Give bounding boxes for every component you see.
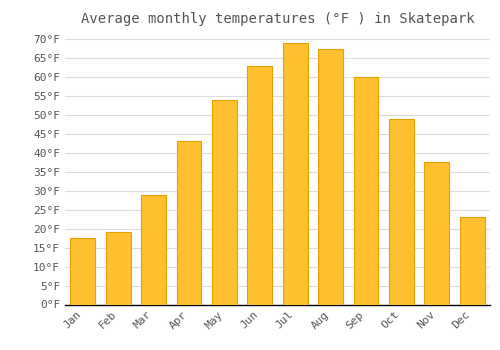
Bar xyxy=(70,238,95,304)
Title: Average monthly temperatures (°F ) in Skatepark: Average monthly temperatures (°F ) in Sk… xyxy=(80,12,474,26)
Bar xyxy=(248,66,272,304)
Bar xyxy=(141,195,166,304)
Bar xyxy=(389,119,414,304)
Bar xyxy=(424,162,450,304)
Bar xyxy=(354,77,378,304)
Bar xyxy=(106,232,130,304)
Bar xyxy=(318,49,343,304)
Bar xyxy=(460,217,484,304)
Bar xyxy=(176,141,202,304)
Bar xyxy=(212,100,237,304)
Bar xyxy=(283,43,308,304)
